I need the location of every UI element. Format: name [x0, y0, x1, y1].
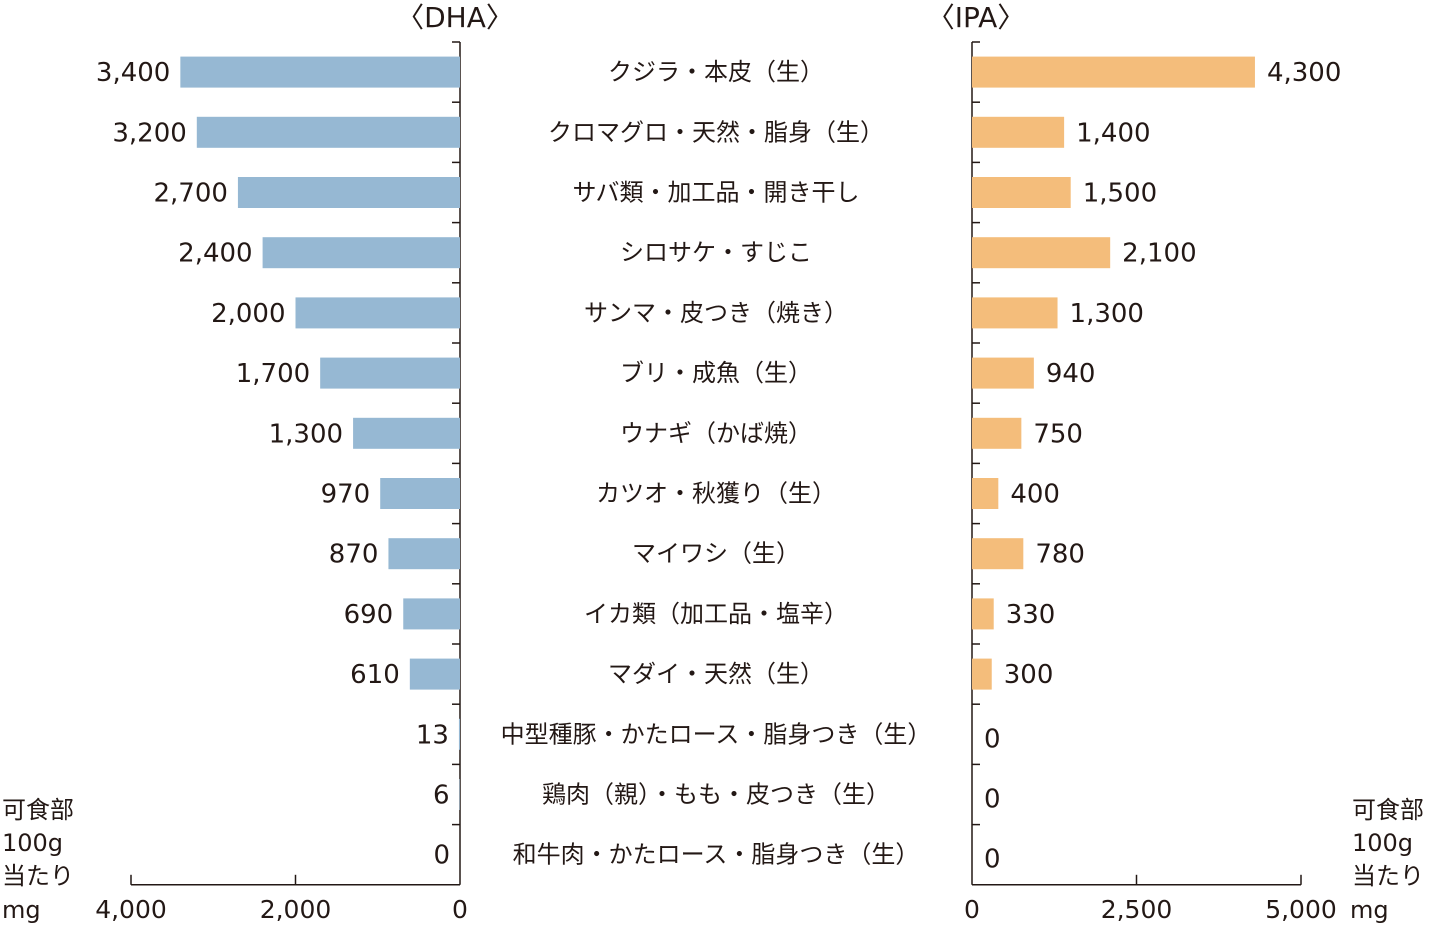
dha-value-label: 2,700 [153, 179, 227, 209]
dha-value-label: 870 [329, 540, 379, 570]
dha-unit-line1: 可食部 [2, 796, 74, 824]
ipa-value-label: 0 [984, 785, 1001, 815]
dha-value-label: 690 [344, 600, 394, 630]
category-label: 鶏肉（親）・もも・皮つき（生） [542, 781, 890, 809]
dha-unit-line2: 100g [2, 829, 63, 857]
ipa-bar [972, 538, 1023, 569]
ipa-value-label: 300 [1004, 660, 1054, 690]
ipa-bar [972, 117, 1064, 148]
dha-x-tick-label: 4,000 [95, 895, 167, 924]
dha-bar [410, 659, 460, 690]
category-label: ウナギ（かば焼） [620, 419, 812, 447]
ipa-value-label: 940 [1046, 359, 1096, 389]
ipa-bar [972, 478, 998, 509]
ipa-unit-line4: mg [1350, 896, 1389, 924]
dha-bar [403, 598, 460, 629]
ipa-value-label: 0 [984, 845, 1001, 875]
category-label: カツオ・秋獲り（生） [596, 480, 836, 508]
ipa-value-label: 0 [984, 724, 1001, 754]
category-label: マイワシ（生） [632, 540, 800, 568]
ipa-value-label: 1,400 [1076, 118, 1150, 148]
dha-bar [180, 57, 460, 88]
dha-value-label: 13 [416, 720, 449, 750]
category-label: ブリ・成魚（生） [620, 359, 812, 387]
dha-title: 〈DHA〉 [396, 1, 514, 34]
dha-value-label: 970 [321, 480, 371, 510]
category-label: サバ類・加工品・開き干し [572, 179, 859, 207]
ipa-x-tick-label: 5,000 [1265, 895, 1337, 924]
ipa-bar [972, 57, 1255, 88]
dha-value-label: 2,000 [211, 299, 285, 329]
ipa-title: 〈IPA〉 [927, 1, 1026, 34]
category-label: マダイ・天然（生） [608, 660, 824, 688]
dha-unit-line4: mg [2, 896, 41, 924]
category-label: 中型種豚・かたロース・脂身つき（生） [501, 720, 932, 748]
ipa-x-tick-label: 0 [964, 895, 980, 924]
category-label: シロサケ・すじこ [620, 239, 812, 267]
dha-bar [296, 297, 461, 328]
dha-bar [238, 177, 460, 208]
ipa-unit-line3: 当たり [1352, 862, 1424, 890]
ipa-value-label: 330 [1006, 600, 1056, 630]
category-label: 和牛肉・かたロース・脂身つき（生） [513, 841, 920, 869]
dha-value-label: 0 [433, 841, 450, 871]
dha-bar [388, 538, 460, 569]
dha-value-label: 6 [433, 781, 450, 811]
ipa-value-label: 400 [1010, 480, 1060, 510]
category-label: サンマ・皮つき（焼き） [584, 299, 848, 327]
dha-bar [353, 418, 460, 449]
category-label: クロマグロ・天然・脂身（生） [548, 118, 884, 146]
dha-value-label: 2,400 [178, 239, 252, 269]
ipa-value-label: 1,500 [1083, 179, 1157, 209]
ipa-value-label: 1,300 [1070, 299, 1144, 329]
dha-value-label: 3,400 [96, 58, 170, 88]
category-label: クジラ・本皮（生） [608, 58, 824, 86]
ipa-x-tick-label: 2,500 [1101, 895, 1173, 924]
ipa-bar [972, 237, 1110, 268]
dha-value-label: 1,700 [236, 359, 310, 389]
dha-x-tick-label: 0 [452, 895, 468, 924]
ipa-value-label: 2,100 [1122, 239, 1196, 269]
ipa-bar [972, 598, 994, 629]
ipa-bar [972, 177, 1071, 208]
ipa-value-label: 750 [1033, 419, 1083, 449]
ipa-bar [972, 418, 1021, 449]
dha-value-label: 610 [350, 660, 400, 690]
dha-bar [380, 478, 460, 509]
dha-x-tick-label: 2,000 [260, 895, 332, 924]
dha-bar [320, 358, 460, 389]
dha-unit-line3: 当たり [2, 862, 74, 890]
category-label: イカ類（加工品・塩辛） [584, 600, 848, 628]
dha-value-label: 1,300 [269, 419, 343, 449]
ipa-value-label: 4,300 [1267, 58, 1341, 88]
ipa-bar [972, 297, 1058, 328]
ipa-unit-line1: 可食部 [1352, 796, 1424, 824]
ipa-bar [972, 659, 992, 690]
ipa-value-label: 780 [1035, 540, 1085, 570]
ipa-unit-line2: 100g [1352, 829, 1413, 857]
ipa-bar [972, 358, 1034, 389]
dha-bar [459, 719, 460, 750]
dha-bar [197, 117, 460, 148]
dha-bar [263, 237, 460, 268]
dha-value-label: 3,200 [112, 118, 186, 148]
